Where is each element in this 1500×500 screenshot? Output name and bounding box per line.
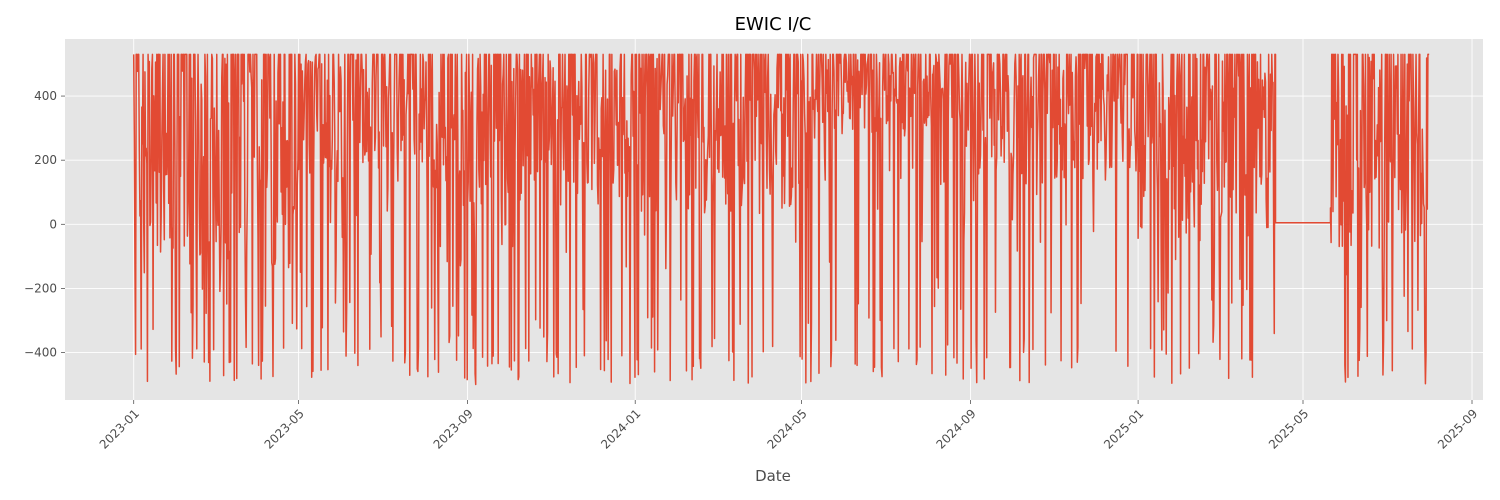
chart-title: EWIC I/C [735, 14, 812, 35]
y-tick-label: −400 [24, 346, 57, 360]
y-tick-label: 200 [34, 153, 57, 167]
y-tick-label: 0 [49, 217, 57, 231]
y-axis: −400 −200 0 200 400 [24, 89, 65, 360]
y-tick-label: −200 [24, 281, 57, 295]
x-tick-label: 2024-05 [764, 406, 809, 451]
series-layer [132, 53, 1430, 386]
x-tick-label: 2025-09 [1435, 406, 1480, 451]
series-line [132, 53, 1430, 386]
x-tick-label: 2023-01 [97, 406, 142, 451]
x-tick-label: 2023-05 [262, 406, 307, 451]
x-tick-label: 2024-09 [933, 406, 978, 451]
x-tick-label: 2023-09 [431, 406, 476, 451]
x-axis: 2023-01 2023-05 2023-09 2024-01 2024-05 2024-… [97, 400, 1480, 452]
x-tick-label: 2025-01 [1101, 406, 1146, 451]
x-tick-label: 2024-01 [598, 406, 643, 451]
x-axis-label: Date [755, 467, 791, 485]
y-tick-label: 400 [34, 89, 57, 103]
x-tick-label: 2025-05 [1266, 406, 1311, 451]
